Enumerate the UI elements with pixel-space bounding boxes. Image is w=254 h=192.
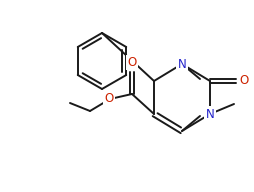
Text: O: O: [239, 74, 248, 88]
Text: O: O: [104, 93, 114, 105]
Text: N: N: [206, 108, 214, 121]
Text: O: O: [127, 56, 137, 69]
Text: N: N: [178, 57, 186, 70]
